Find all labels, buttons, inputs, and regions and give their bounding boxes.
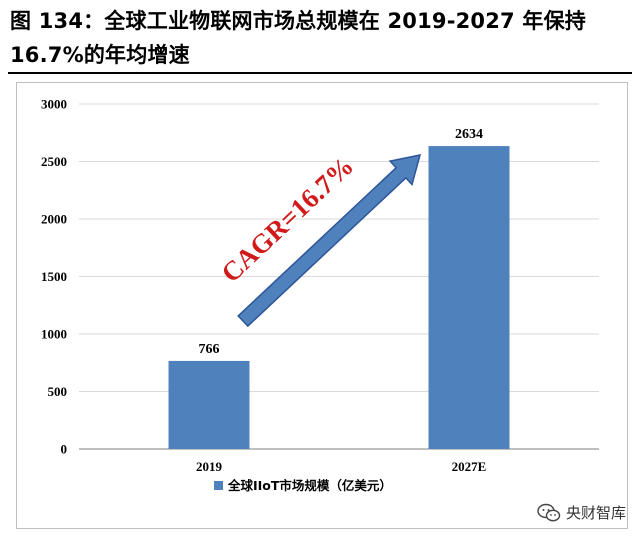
title-divider [8, 72, 632, 74]
bar [428, 146, 510, 449]
y-tick-label: 1000 [41, 327, 67, 342]
y-axis-ticks: 0 500 1000 1500 2000 2500 3000 [41, 97, 67, 457]
x-axis-ticks: 2019 2027E [196, 459, 486, 474]
watermark: 央财智库 [537, 502, 626, 523]
figure-title-line2: 16.7%的年均增速 [10, 43, 190, 67]
watermark-text: 央财智库 [565, 504, 626, 522]
figure-title-line1: 图 134：全球工业物联网市场总规模在 2019-2027 年保持 [10, 9, 586, 33]
data-label: 2634 [455, 127, 483, 142]
wechat-icon [537, 503, 561, 521]
y-tick-label: 1500 [41, 269, 67, 284]
x-tick-label: 2027E [452, 459, 487, 474]
bar [168, 360, 250, 449]
y-tick-label: 2000 [41, 212, 67, 227]
y-tick-label: 2500 [41, 154, 67, 169]
figure-title: 图 134：全球工业物联网市场总规模在 2019-2027 年保持 16.7%的… [10, 4, 632, 72]
legend-label: 全球IIoT市场规模（亿美元） [227, 478, 392, 493]
gridlines [79, 103, 599, 450]
bar-chart: 0 500 1000 1500 2000 2500 3000 766 2634 2019 202… [41, 97, 599, 493]
y-tick-label: 0 [61, 442, 68, 457]
legend: 全球IIoT市场规模（亿美元） [214, 478, 392, 493]
data-label: 766 [199, 342, 220, 357]
arrow-shape [237, 154, 422, 328]
cagr-arrow: CAGR=16.7% [215, 151, 422, 328]
x-tick-label: 2019 [196, 459, 223, 474]
bars [168, 146, 510, 449]
data-labels: 766 2634 [199, 127, 484, 357]
legend-swatch [214, 481, 223, 490]
chart-frame: 0 500 1000 1500 2000 2500 3000 766 2634 2019 202… [16, 82, 628, 529]
y-tick-label: 500 [48, 384, 68, 399]
y-tick-label: 3000 [41, 97, 67, 112]
